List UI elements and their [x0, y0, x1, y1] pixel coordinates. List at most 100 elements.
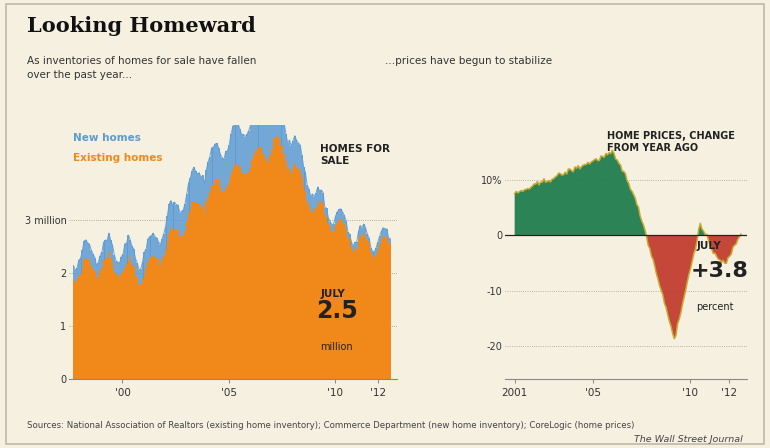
Bar — [308, 205, 310, 379]
Bar — [320, 202, 322, 379]
Text: JULY: JULY — [696, 241, 721, 251]
Bar — [206, 201, 207, 379]
Bar — [179, 236, 181, 379]
Bar — [102, 260, 105, 379]
Bar — [147, 262, 149, 379]
Bar — [269, 117, 271, 155]
Bar — [203, 212, 206, 379]
Bar — [248, 171, 249, 379]
Bar — [101, 252, 103, 267]
Bar — [336, 223, 338, 379]
Bar — [386, 237, 388, 379]
Bar — [372, 256, 373, 379]
Bar — [154, 257, 156, 379]
Bar — [342, 212, 343, 222]
Bar — [300, 145, 301, 170]
Bar — [181, 211, 182, 236]
Bar — [331, 232, 333, 379]
Bar — [255, 106, 256, 151]
Bar — [166, 241, 169, 379]
Bar — [189, 209, 191, 379]
Text: Sources: National Association of Realtors (existing home inventory); Commerce De: Sources: National Association of Realtor… — [27, 421, 634, 430]
Bar — [177, 230, 179, 379]
Bar — [209, 157, 211, 191]
Bar — [319, 191, 320, 205]
Bar — [345, 221, 347, 229]
Bar — [289, 140, 290, 167]
Bar — [324, 207, 326, 215]
Bar — [352, 252, 354, 379]
Bar — [241, 134, 243, 173]
Bar — [120, 257, 122, 274]
Bar — [365, 228, 367, 237]
Bar — [343, 224, 345, 379]
Bar — [143, 274, 146, 379]
Bar — [128, 235, 129, 256]
Bar — [239, 129, 241, 168]
Bar — [322, 193, 324, 203]
Bar — [172, 230, 173, 379]
Bar — [324, 215, 326, 379]
Bar — [85, 258, 87, 379]
Bar — [373, 252, 375, 257]
Bar — [361, 237, 363, 379]
Bar — [375, 248, 377, 255]
Bar — [184, 232, 186, 379]
Bar — [300, 170, 301, 379]
Bar — [316, 202, 319, 379]
Bar — [82, 268, 83, 379]
Bar — [306, 185, 308, 202]
Bar — [237, 164, 239, 379]
Bar — [149, 257, 151, 379]
Text: HOMES FOR
SALE: HOMES FOR SALE — [320, 144, 390, 166]
Bar — [150, 236, 152, 257]
Bar — [313, 197, 315, 212]
Bar — [161, 259, 163, 379]
Bar — [132, 266, 135, 379]
Bar — [106, 240, 108, 258]
Bar — [92, 254, 94, 269]
Bar — [142, 280, 143, 379]
Bar — [147, 239, 149, 262]
Bar — [384, 228, 386, 238]
Bar — [92, 269, 94, 379]
Bar — [319, 205, 320, 379]
Bar — [186, 194, 188, 221]
Text: Looking Homeward: Looking Homeward — [27, 16, 256, 36]
Bar — [373, 257, 375, 379]
Bar — [276, 99, 278, 136]
Bar — [292, 141, 294, 168]
Bar — [331, 225, 333, 232]
Text: ...prices have begun to stabilize: ...prices have begun to stabilize — [385, 56, 552, 66]
Bar — [282, 146, 283, 379]
Bar — [105, 240, 106, 259]
Bar — [310, 196, 312, 212]
Bar — [207, 162, 209, 197]
Bar — [349, 234, 350, 239]
Bar — [289, 167, 290, 379]
Bar — [360, 236, 361, 379]
Bar — [303, 186, 305, 379]
Bar — [262, 154, 264, 379]
Bar — [150, 257, 152, 379]
Bar — [159, 265, 161, 379]
Bar — [142, 262, 143, 280]
Bar — [198, 203, 200, 379]
Bar — [131, 246, 133, 265]
Bar — [249, 168, 252, 379]
Bar — [165, 227, 166, 250]
Bar — [177, 205, 179, 230]
Bar — [172, 205, 173, 230]
Bar — [110, 258, 112, 379]
Bar — [365, 237, 367, 379]
Bar — [225, 188, 226, 379]
Bar — [264, 157, 266, 379]
Bar — [244, 137, 246, 174]
Bar — [168, 204, 170, 233]
Bar — [229, 145, 230, 182]
Bar — [372, 252, 373, 256]
Bar — [253, 107, 255, 154]
Bar — [213, 147, 214, 185]
Bar — [301, 155, 303, 177]
Bar — [349, 239, 350, 379]
